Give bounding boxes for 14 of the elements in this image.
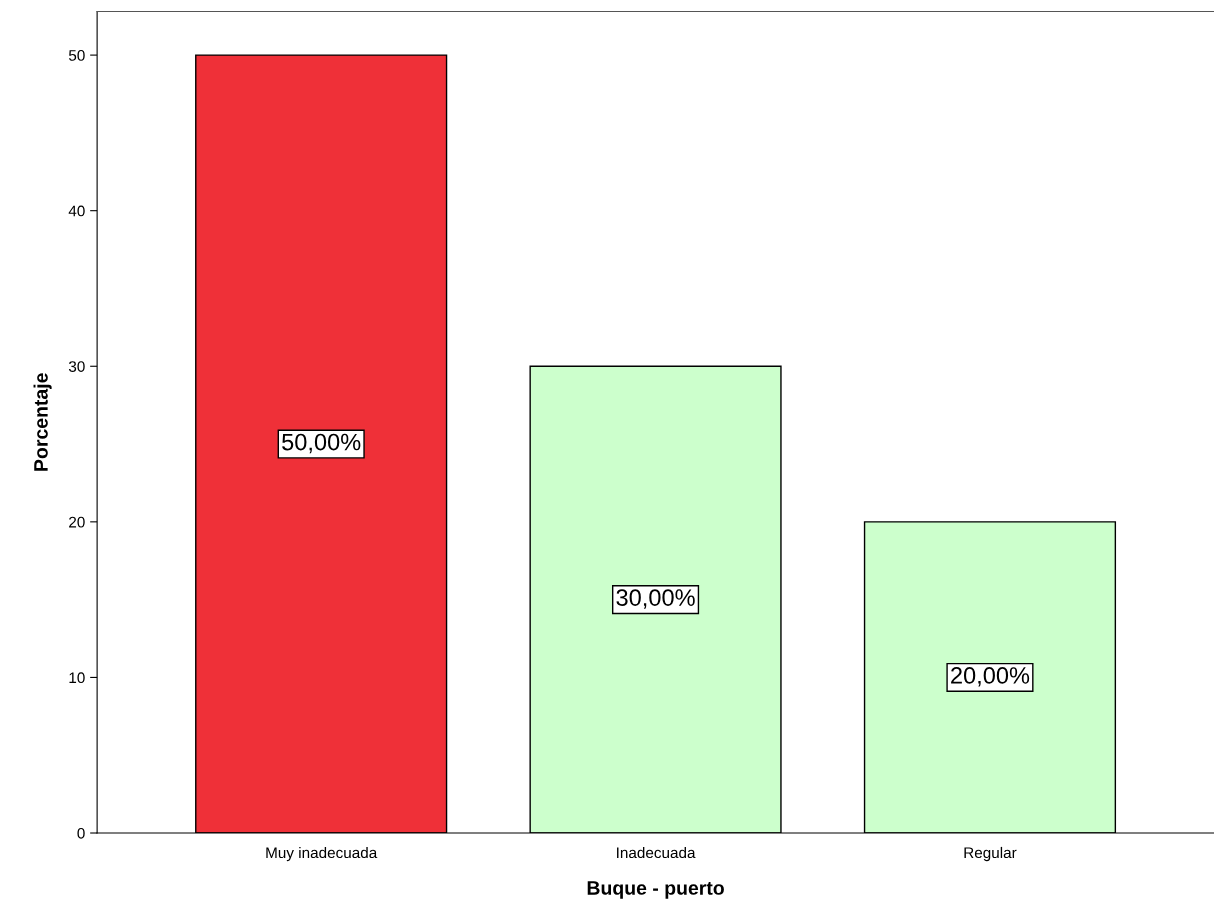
x-axis-title: Buque - puerto <box>587 881 724 899</box>
y-tick-label: 50 <box>68 49 85 61</box>
x-tick-label: Regular <box>964 846 1017 862</box>
y-axis-title: Porcentaje <box>33 373 52 471</box>
y-tick-label: 0 <box>77 827 85 839</box>
y-tick-label: 10 <box>69 672 85 684</box>
y-tick-label: 30 <box>68 361 85 372</box>
y-tick-label: 40 <box>68 205 85 217</box>
data-label: 20,00% <box>951 667 1030 687</box>
x-tick-label: Inadecuada <box>617 846 696 859</box>
y-tick-label: 20 <box>69 516 85 528</box>
x-tick-label: Muy inadecuada <box>266 846 378 862</box>
data-label: 50,00% <box>282 433 361 454</box>
data-label: 30,00% <box>616 589 695 609</box>
